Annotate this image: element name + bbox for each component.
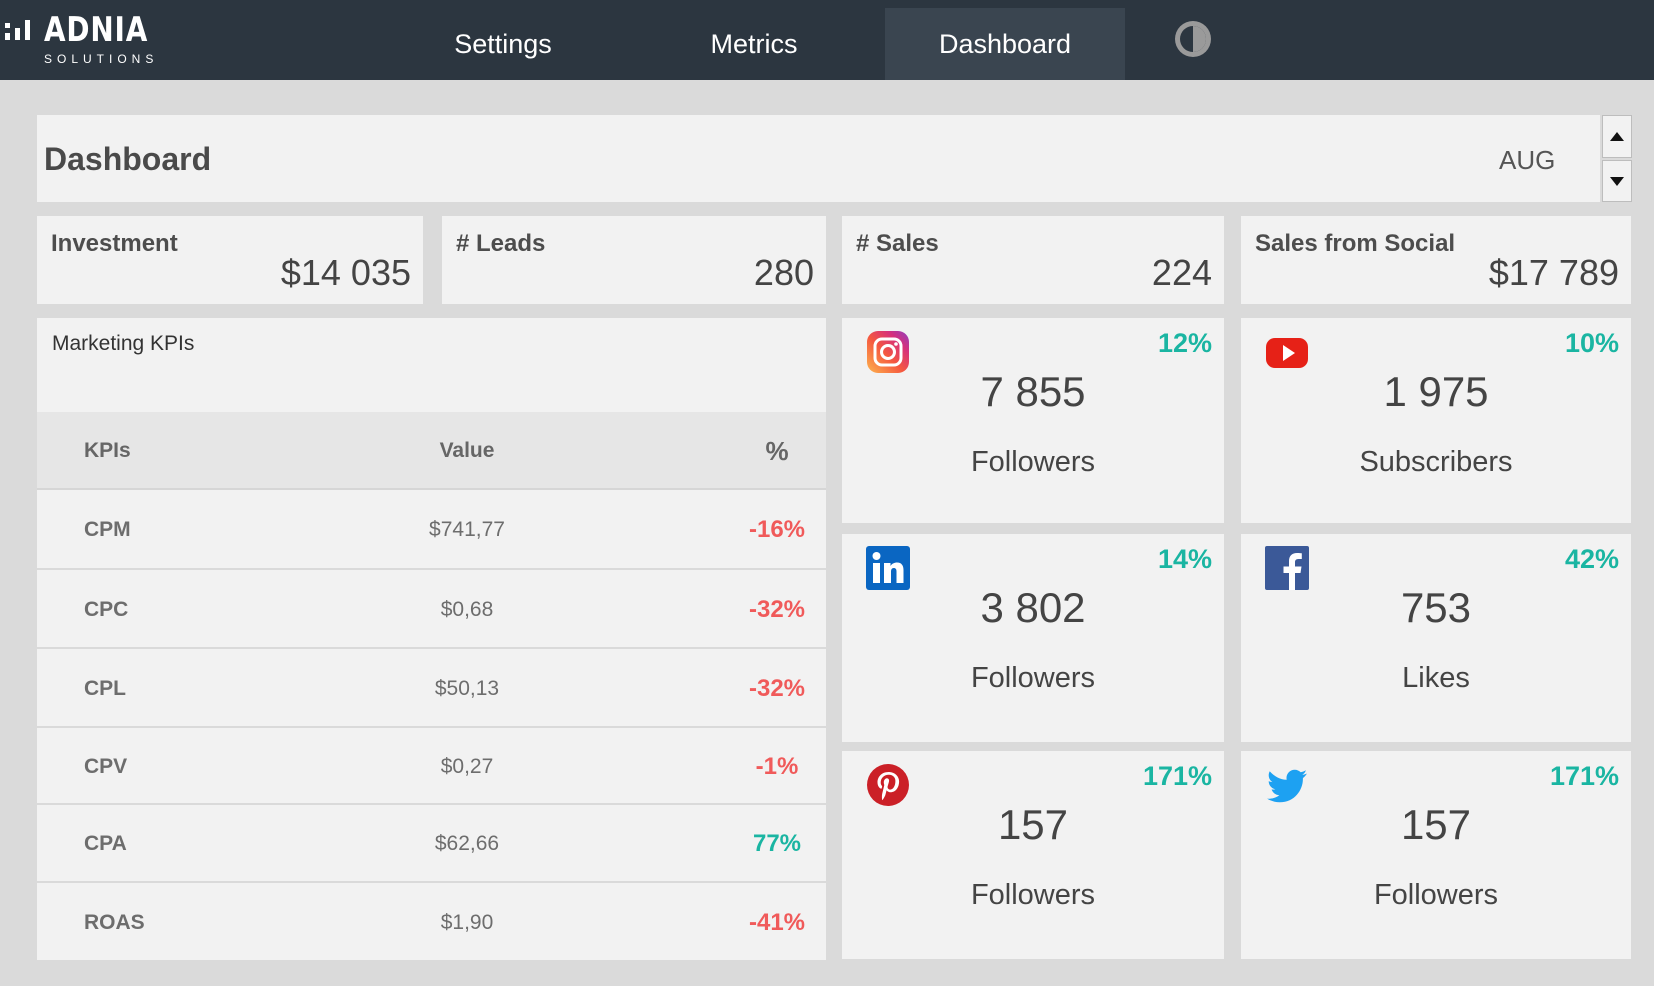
kpi-card-investment: Investment $14 035 xyxy=(37,216,423,304)
kpi-value: $62,66 xyxy=(434,832,500,855)
linkedin-icon xyxy=(866,546,910,590)
table-row: ROAS $1,90 -41% xyxy=(37,885,826,960)
metric-label: Followers xyxy=(970,446,1096,478)
month-increment-button[interactable] xyxy=(1602,115,1632,158)
tab-settings[interactable]: Settings xyxy=(454,28,552,59)
brand-name: ADNIA xyxy=(44,10,149,50)
follower-count: 157 xyxy=(1400,801,1472,848)
kpi-value: $1,90 xyxy=(440,910,494,934)
subscriber-count: 1 975 xyxy=(1383,368,1489,415)
table-row: CPM $741,77 -16% xyxy=(37,492,826,570)
column-header-kpis: KPIs xyxy=(84,439,131,462)
kpi-name: CPL xyxy=(84,676,126,700)
kpi-value: 224 xyxy=(1151,252,1212,293)
kpi-percent: -32% xyxy=(748,595,806,623)
kpi-percent: 77% xyxy=(752,830,802,857)
metric-label: Likes xyxy=(1402,662,1470,694)
brand-logo[interactable]: ADNIA SOLUTIONS xyxy=(4,10,154,68)
metric-label: Followers xyxy=(970,662,1096,694)
kpi-value: $17 789 xyxy=(1488,252,1619,293)
kpi-card-sales: # Sales 224 xyxy=(842,216,1224,304)
kpi-percent: -16% xyxy=(748,516,806,543)
follower-count: 157 xyxy=(997,801,1069,848)
brand-tagline: SOLUTIONS xyxy=(44,52,159,66)
metric-label: Subscribers xyxy=(1359,446,1513,478)
table-row: CPA $62,66 77% xyxy=(37,807,826,883)
growth-percent: 10% xyxy=(1564,328,1619,358)
tab-metrics[interactable]: Metrics xyxy=(710,28,798,59)
growth-percent: 42% xyxy=(1564,544,1619,574)
kpi-name: CPC xyxy=(84,597,129,621)
kpi-card-leads: # Leads 280 xyxy=(442,216,826,304)
social-card-instagram: 12% 7 855 Followers xyxy=(842,318,1224,523)
marketing-kpis-panel: Marketing KPIs KPIs Value % CPM $741,77 … xyxy=(37,318,826,960)
follower-count: 7 855 xyxy=(980,368,1086,415)
kpi-value: $0,68 xyxy=(440,597,494,621)
like-count: 753 xyxy=(1400,584,1472,631)
social-card-facebook: 42% 753 Likes xyxy=(1241,534,1631,742)
logo-bars-icon xyxy=(5,20,30,40)
table-row: CPC $0,68 -32% xyxy=(37,572,826,649)
month-value: AUG xyxy=(1499,145,1556,175)
kpi-percent: -41% xyxy=(748,908,806,936)
column-header-percent: % xyxy=(765,435,789,466)
social-card-twitter: 171% 157 Followers xyxy=(1241,751,1631,959)
panel-title: Marketing KPIs xyxy=(52,332,195,355)
arrow-down-icon xyxy=(1610,176,1624,186)
twitter-icon xyxy=(1267,769,1307,803)
page-title: Dashboard xyxy=(44,141,212,177)
kpi-value: 280 xyxy=(753,252,814,293)
contrast-icon[interactable] xyxy=(1172,18,1214,60)
youtube-icon xyxy=(1266,338,1308,368)
arrow-up-icon xyxy=(1610,132,1624,141)
kpi-name: CPA xyxy=(84,832,127,855)
kpi-label: Sales from Social xyxy=(1255,230,1456,257)
table-header: KPIs Value % xyxy=(37,412,826,490)
month-decrement-button[interactable] xyxy=(1602,160,1632,202)
growth-percent: 12% xyxy=(1157,328,1212,358)
kpi-value: $14 035 xyxy=(280,252,411,293)
growth-percent: 14% xyxy=(1157,544,1212,574)
social-card-youtube: 10% 1 975 Subscribers xyxy=(1241,318,1631,523)
kpi-percent: -1% xyxy=(755,752,799,780)
growth-percent: 171% xyxy=(1142,761,1212,791)
instagram-icon xyxy=(867,331,909,373)
facebook-icon xyxy=(1265,546,1309,590)
dashboard-header: Dashboard AUG xyxy=(37,115,1600,202)
kpi-label: Investment xyxy=(51,230,178,257)
kpi-name: CPV xyxy=(84,754,128,778)
column-header-value: Value xyxy=(439,439,495,462)
metric-label: Followers xyxy=(1373,879,1499,911)
metric-label: Followers xyxy=(970,879,1096,911)
social-card-linkedin: 14% 3 802 Followers xyxy=(842,534,1224,742)
table-row: CPL $50,13 -32% xyxy=(37,651,826,728)
tab-dashboard[interactable]: Dashboard xyxy=(885,8,1125,80)
social-card-pinterest: 171% 157 Followers xyxy=(842,751,1224,959)
growth-percent: 171% xyxy=(1549,761,1619,791)
kpi-percent: -32% xyxy=(748,674,806,702)
pinterest-icon xyxy=(867,764,909,806)
kpi-name: ROAS xyxy=(84,910,145,934)
kpi-label: # Sales xyxy=(856,230,939,257)
kpi-label: # Leads xyxy=(456,230,546,257)
follower-count: 3 802 xyxy=(980,584,1086,631)
kpi-card-sales-from-social: Sales from Social $17 789 xyxy=(1241,216,1631,304)
kpi-value: $0,27 xyxy=(440,754,494,778)
table-row: CPV $0,27 -1% xyxy=(37,730,826,805)
kpi-value: $50,13 xyxy=(434,676,500,700)
kpi-name: CPM xyxy=(84,518,131,541)
kpi-value: $741,77 xyxy=(429,518,505,541)
top-navigation-bar: ADNIA SOLUTIONS Settings Metrics Dashboa… xyxy=(0,0,1654,80)
